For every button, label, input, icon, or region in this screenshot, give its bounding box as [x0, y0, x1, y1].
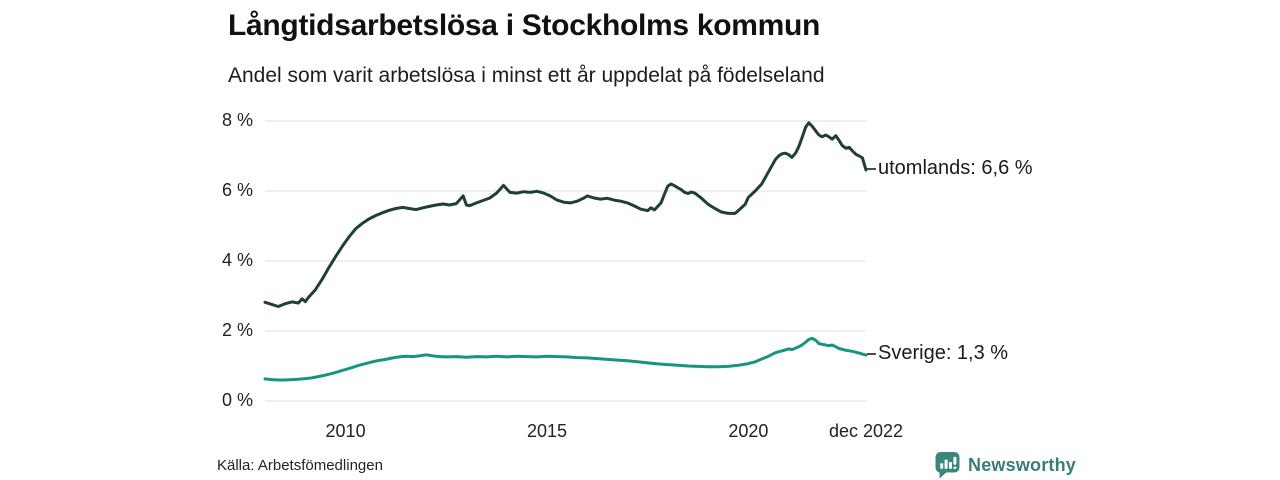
- series-label-text: utomlands: 6,6 %: [878, 157, 1033, 179]
- series-end-label-Sverige: Sverige: 1,3 %: [867, 342, 1008, 365]
- x-tick-label: 2010: [325, 421, 366, 441]
- y-tick-label: 2 %: [221, 320, 253, 340]
- y-tick-label: 4 %: [221, 250, 253, 270]
- label-connector-dash: [867, 352, 876, 355]
- series-line-utomlands: [263, 121, 868, 308]
- source-note: Källa: Arbetsfömedlingen: [217, 457, 383, 474]
- y-tick-label: 8 %: [221, 110, 253, 130]
- y-tick-label: 0 %: [221, 390, 253, 410]
- label-connector-dash: [867, 167, 876, 170]
- series-end-label-utomlands: utomlands: 6,6 %: [867, 157, 1033, 180]
- chart-subtitle: Andel som varit arbetslösa i minst ett å…: [228, 64, 825, 87]
- y-tick-label: 6 %: [221, 180, 253, 200]
- x-tick-label: 2015: [526, 421, 567, 441]
- newsworthy-logo: Newsworthy: [934, 451, 1076, 479]
- series-line-Sverige: [263, 336, 868, 382]
- series-label-text: Sverige: 1,3 %: [878, 342, 1009, 365]
- chart-title: Långtidsarbetslösa i Stockholms kommun: [228, 9, 821, 42]
- newsworthy-wordmark: Newsworthy: [968, 454, 1077, 475]
- newsworthy-icon: [935, 452, 960, 479]
- x-tick-label: 2020: [728, 421, 769, 441]
- x-tick-label: dec 2022: [828, 421, 904, 441]
